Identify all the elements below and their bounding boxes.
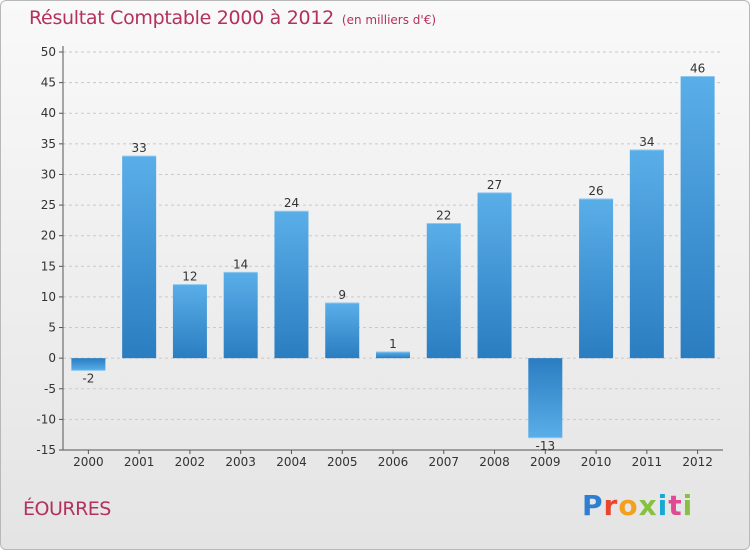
y-tick-label: 50 bbox=[41, 45, 56, 59]
x-tick-label: 2006 bbox=[378, 455, 409, 469]
data-label: -2 bbox=[82, 371, 94, 385]
x-tick-label: 2005 bbox=[327, 455, 358, 469]
data-label: 26 bbox=[588, 184, 603, 198]
bar bbox=[477, 192, 512, 359]
x-tick-label: 2011 bbox=[632, 455, 663, 469]
data-label: 14 bbox=[233, 257, 248, 271]
y-tick-label: 45 bbox=[41, 76, 56, 90]
bar bbox=[122, 156, 157, 359]
bar bbox=[528, 358, 563, 438]
y-tick-label: 0 bbox=[48, 351, 56, 365]
bar bbox=[629, 149, 664, 359]
y-tick-label: -15 bbox=[36, 443, 56, 457]
y-tick-label: 35 bbox=[41, 137, 56, 151]
x-tick-label: 2007 bbox=[428, 455, 459, 469]
x-tick-label: 2004 bbox=[276, 455, 307, 469]
bar bbox=[274, 211, 309, 359]
data-label: 9 bbox=[338, 288, 346, 302]
chart-title-text: Résultat Comptable 2000 à 2012 bbox=[29, 7, 334, 29]
x-tick-label: 2003 bbox=[225, 455, 256, 469]
commune-name: ÉOURRES bbox=[23, 498, 111, 520]
data-label: 22 bbox=[436, 208, 451, 222]
y-tick-label: -10 bbox=[36, 412, 56, 426]
x-tick-label: 2012 bbox=[682, 455, 713, 469]
y-tick-label: 25 bbox=[41, 198, 56, 212]
bar bbox=[579, 198, 614, 359]
bar bbox=[426, 223, 461, 359]
bar bbox=[172, 284, 207, 359]
data-label: 46 bbox=[690, 61, 705, 75]
chart-subtitle: (en milliers d'€) bbox=[341, 13, 437, 27]
x-tick-label: 2009 bbox=[530, 455, 561, 469]
data-label: 27 bbox=[487, 178, 502, 192]
data-label: -13 bbox=[536, 439, 556, 453]
data-label: 34 bbox=[639, 135, 654, 149]
x-tick-label: 2010 bbox=[581, 455, 612, 469]
x-tick-label: 2008 bbox=[479, 455, 510, 469]
bar bbox=[680, 76, 715, 359]
bar bbox=[376, 352, 410, 359]
y-tick-label: 10 bbox=[41, 290, 56, 304]
y-tick-label: 30 bbox=[41, 167, 56, 181]
y-tick-label: -5 bbox=[44, 382, 56, 396]
y-tick-label: 5 bbox=[48, 321, 56, 335]
x-tick-label: 2000 bbox=[73, 455, 104, 469]
y-tick-label: 40 bbox=[41, 106, 56, 120]
chart-title: Résultat Comptable 2000 à 2012 (en millie… bbox=[29, 7, 436, 29]
bar bbox=[325, 303, 360, 359]
x-tick-label: 2002 bbox=[175, 455, 206, 469]
data-label: 24 bbox=[284, 196, 299, 210]
bar bbox=[71, 358, 106, 371]
x-tick-label: 2001 bbox=[124, 455, 155, 469]
bar bbox=[223, 272, 258, 359]
y-tick-label: 20 bbox=[41, 229, 56, 243]
data-label: 12 bbox=[182, 270, 197, 284]
data-label: 1 bbox=[389, 337, 397, 351]
y-tick-label: 15 bbox=[41, 259, 56, 273]
data-label: 33 bbox=[132, 141, 147, 155]
proxiti-logo: Proxiti bbox=[582, 489, 694, 522]
